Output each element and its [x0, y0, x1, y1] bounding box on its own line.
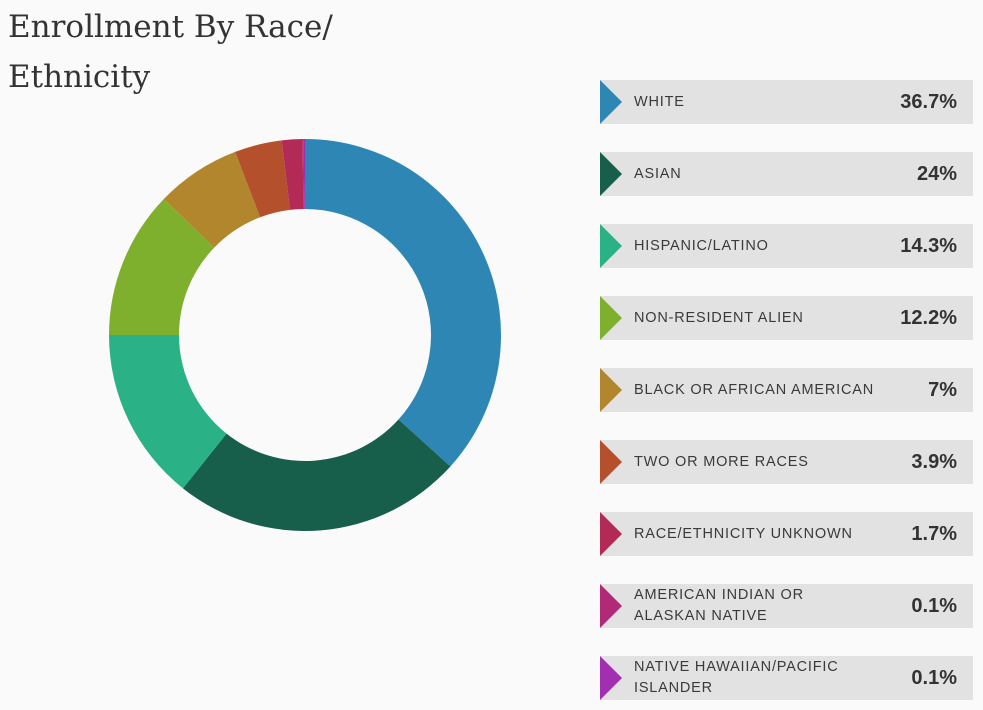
legend-value: 14.3%	[900, 234, 957, 257]
legend-value: 0.1%	[911, 594, 957, 617]
legend-label: BLACK OR AFRICAN AMERICAN	[634, 381, 874, 398]
legend-marker-icon	[600, 440, 622, 484]
legend-marker-icon	[600, 368, 622, 412]
donut-chart	[109, 139, 501, 531]
legend-value: 12.2%	[900, 306, 957, 329]
legend-label: WHITE	[634, 93, 685, 110]
donut-slice-1[interactable]	[182, 419, 451, 531]
legend-value: 1.7%	[911, 522, 957, 545]
page-title: Enrollment By Race/ Ethnicity	[8, 9, 333, 95]
donut-slice-8[interactable]	[303, 139, 305, 210]
legend-value: 7%	[928, 378, 957, 401]
legend-marker-icon	[600, 584, 622, 628]
legend-item[interactable]: AMERICAN INDIAN OR ALASKAN NATIVE 0.1%	[600, 584, 973, 628]
legend-marker-icon	[600, 152, 622, 196]
legend-value: 0.1%	[911, 666, 957, 689]
legend-label: RACE/ETHNICITY UNKNOWN	[634, 525, 853, 542]
legend-marker-icon	[600, 224, 622, 268]
donut-slice-6[interactable]	[281, 139, 304, 210]
legend-item[interactable]: HISPANIC/LATINO 14.3%	[600, 224, 973, 268]
donut-slice-4[interactable]	[163, 151, 261, 248]
legend-marker-icon	[600, 80, 622, 124]
donut-slice-7[interactable]	[302, 139, 305, 210]
legend-label: ASIAN	[634, 165, 682, 182]
legend-item[interactable]: NON-RESIDENT ALIEN 12.2%	[600, 296, 973, 340]
legend-value: 24%	[916, 162, 957, 185]
legend-item[interactable]: TWO OR MORE RACES 3.9%	[600, 440, 973, 484]
legend-item[interactable]: WHITE 36.7%	[600, 80, 973, 124]
donut-slice-5[interactable]	[235, 140, 290, 218]
donut-slice-0[interactable]	[305, 139, 501, 467]
legend-label: NON-RESIDENT ALIEN	[634, 309, 804, 326]
legend-label: AMERICAN INDIAN OR ALASKAN NATIVE	[634, 587, 804, 624]
legend-item[interactable]: ASIAN 24%	[600, 152, 973, 196]
legend-item[interactable]: RACE/ETHNICITY UNKNOWN 1.7%	[600, 512, 973, 556]
legend-marker-icon	[600, 296, 622, 340]
legend-item[interactable]: NATIVE HAWAIIAN/PACIFIC ISLANDER 0.1%	[600, 656, 973, 700]
legend-marker-icon	[600, 656, 622, 700]
legend-value: 36.7%	[900, 90, 957, 113]
legend-label: TWO OR MORE RACES	[634, 453, 809, 470]
donut-slice-3[interactable]	[109, 199, 215, 335]
legend-label: HISPANIC/LATINO	[634, 237, 769, 254]
legend-value: 3.9%	[911, 450, 957, 473]
legend-item[interactable]: BLACK OR AFRICAN AMERICAN 7%	[600, 368, 973, 412]
legend-marker-icon	[600, 512, 622, 556]
donut-slice-2[interactable]	[109, 335, 227, 489]
legend-label: NATIVE HAWAIIAN/PACIFIC ISLANDER	[634, 659, 839, 696]
